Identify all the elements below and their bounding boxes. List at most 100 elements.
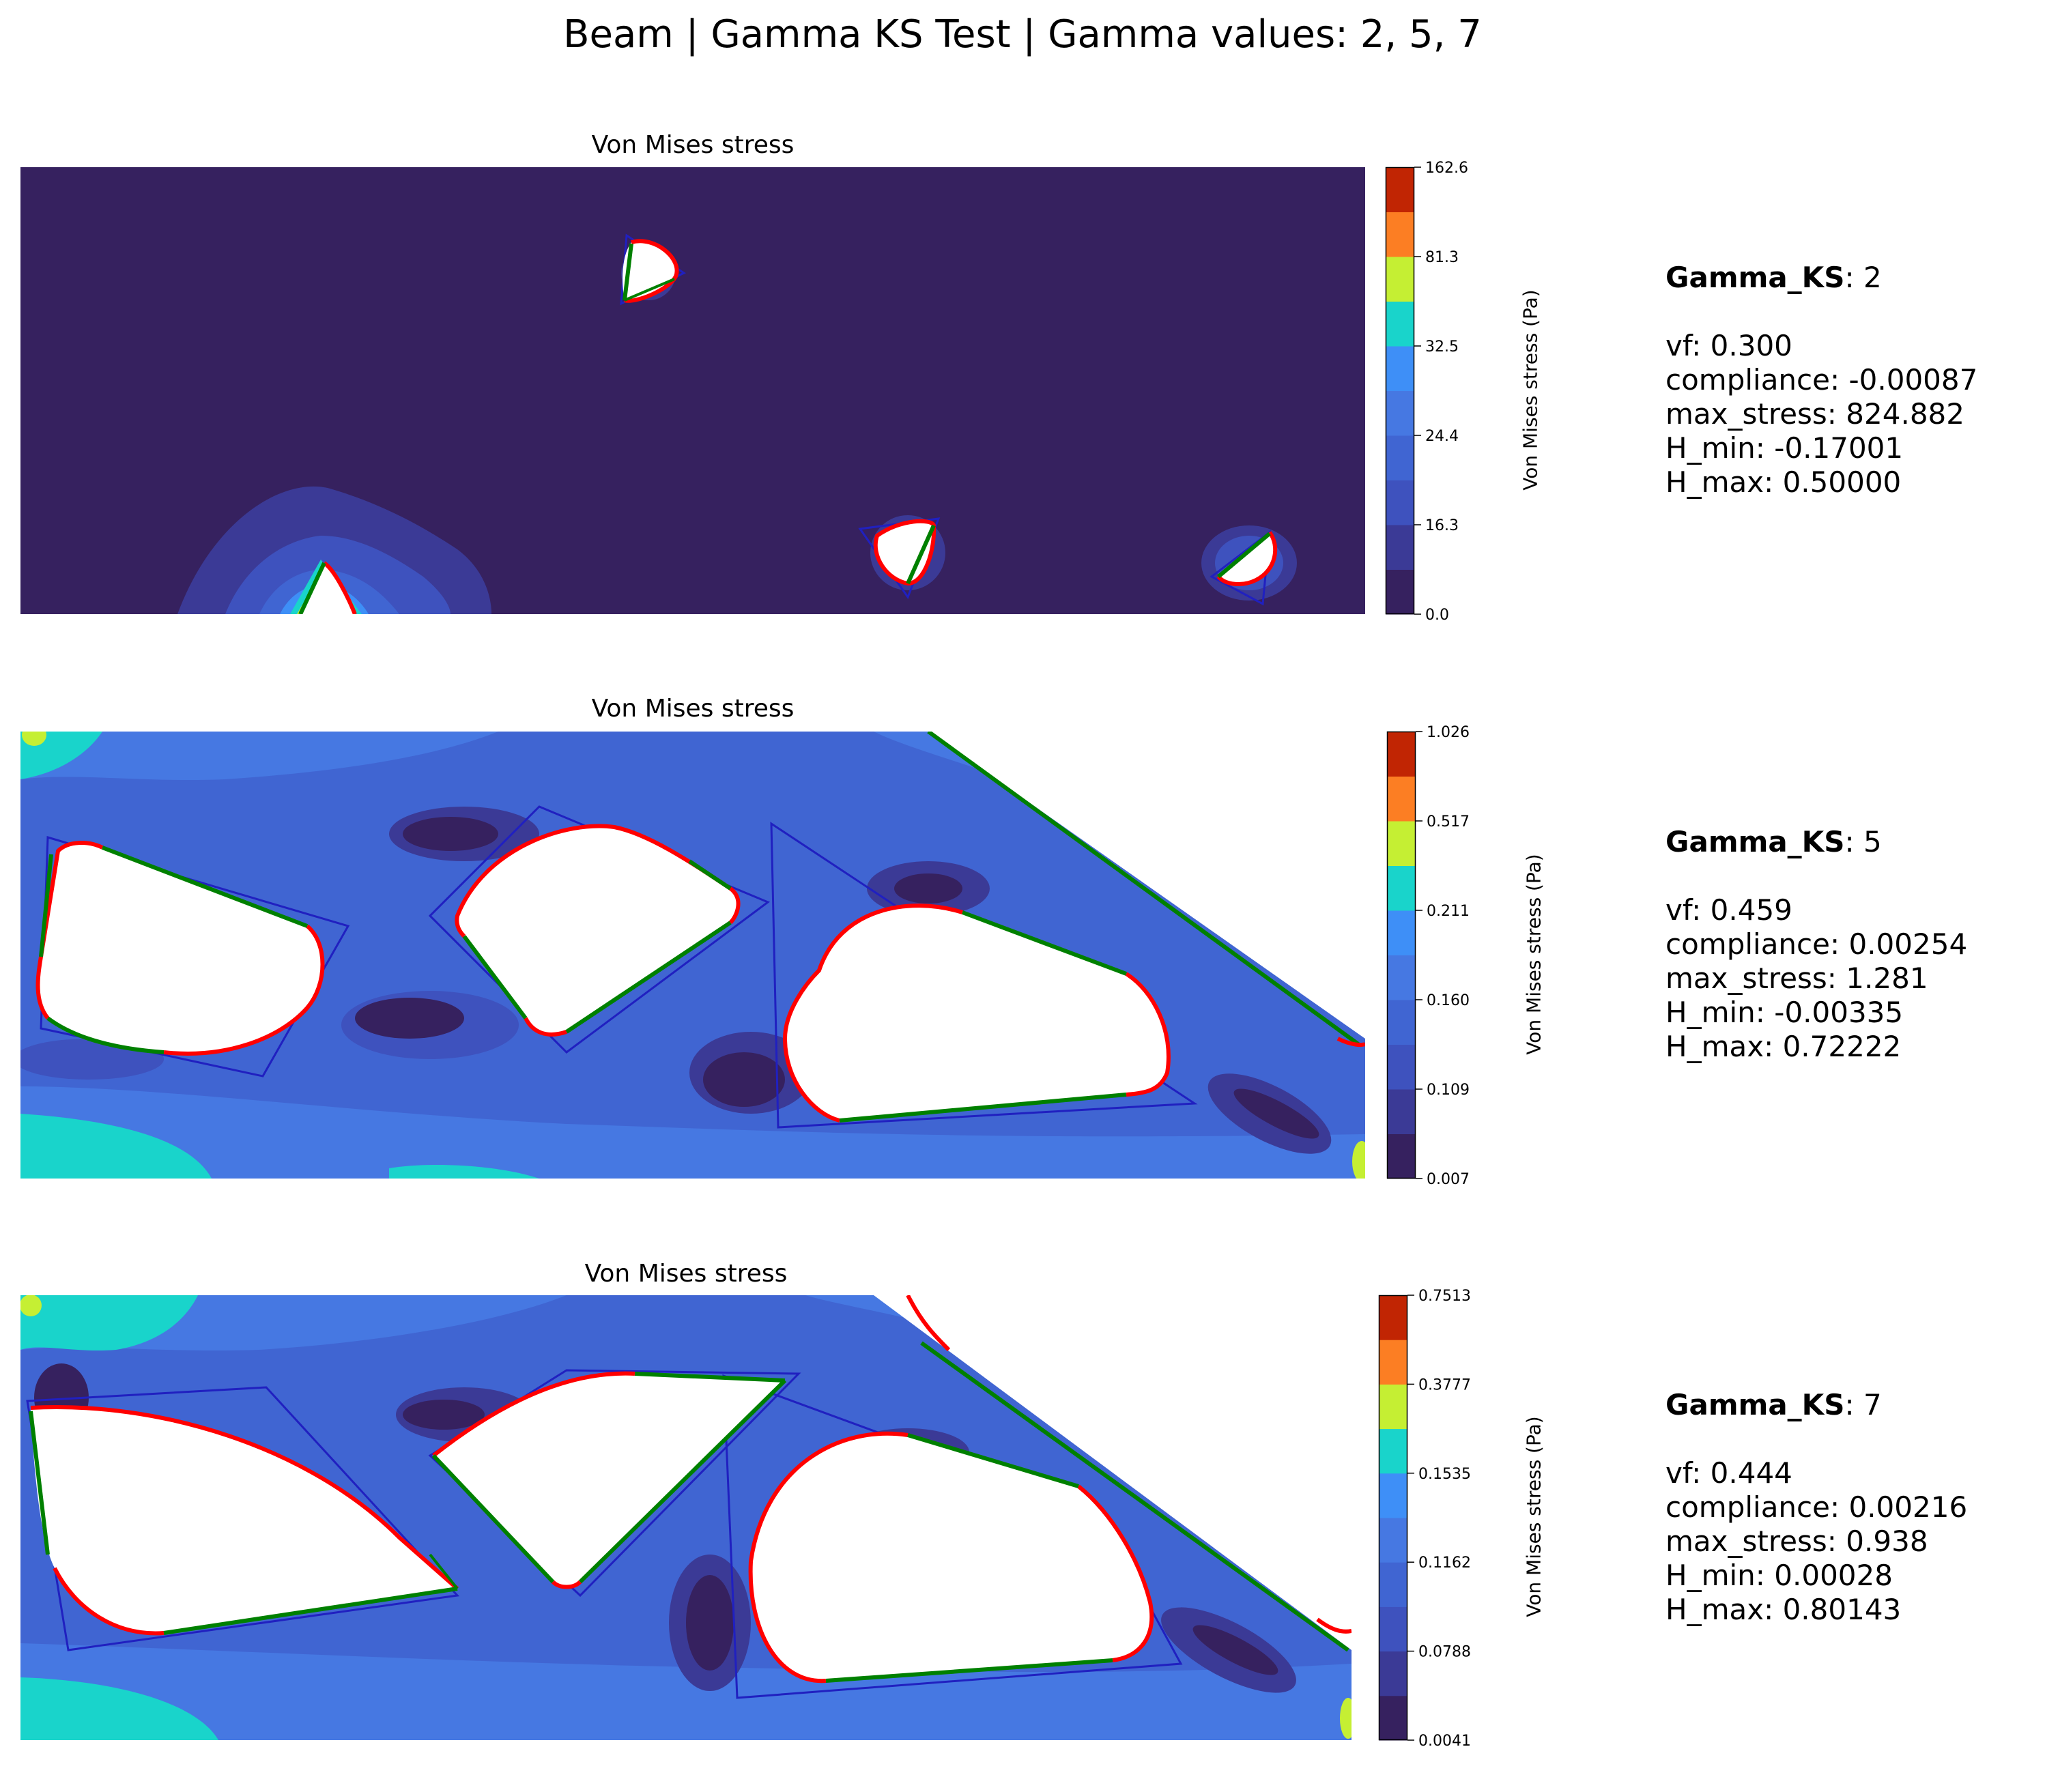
hole-outline	[1216, 531, 1278, 586]
straight-edge	[578, 1378, 787, 1584]
stress-contour	[894, 873, 962, 904]
colorbar-level	[1386, 390, 1414, 436]
stress-contour	[20, 1114, 212, 1179]
colorbar-level	[1386, 257, 1414, 302]
straight-edge	[39, 854, 53, 957]
colorbar-level	[1379, 1428, 1407, 1474]
colorbar-3: 0.0041 0.0788 0.1162 0.1535 0.3777 0.7513	[1378, 1288, 1471, 1750]
colorbar-1: 0.0 16.3 24.4 32.5 81.3 162.6	[1385, 160, 1468, 624]
stress-contour	[403, 1400, 485, 1430]
stress-contour	[1192, 1625, 1278, 1675]
colorbar-tick-label: 0.1162	[1418, 1555, 1471, 1572]
stress-contour	[20, 1295, 198, 1351]
gamma-line: Gamma_KS: 2	[1665, 261, 1977, 295]
void-region	[928, 732, 1365, 1039]
figure-title: Beam | Gamma KS Test | Gamma values: 2, …	[563, 12, 1482, 57]
colorbar-frame	[1385, 167, 1415, 615]
max-stress-text: max_stress: 0.938	[1665, 1524, 1928, 1558]
straight-edge	[839, 1093, 1127, 1123]
hole-outline	[524, 1017, 567, 1037]
stress-contour	[403, 817, 498, 851]
straight-edge	[1217, 532, 1271, 579]
colorbar-level	[1386, 525, 1414, 570]
hole-outline	[455, 824, 741, 938]
colorbar-level	[1386, 212, 1414, 257]
spacer	[1665, 295, 1977, 329]
colorbar-tick-label: 0.1535	[1418, 1466, 1471, 1483]
gamma-label: Gamma_KS	[1665, 825, 1845, 858]
colorbar-level	[1386, 167, 1414, 212]
straight-edge	[298, 562, 326, 614]
stress-contour	[1233, 1088, 1319, 1139]
void-hole	[1218, 532, 1276, 585]
compliance-text: compliance: 0.00254	[1665, 927, 1968, 961]
stress-contour	[1340, 1698, 1352, 1739]
hole-outline	[30, 1405, 459, 1591]
void-hole	[457, 826, 739, 1035]
colorbar-level	[1379, 1518, 1407, 1563]
hole-outline	[53, 1567, 165, 1636]
h-min-text: H_min: -0.17001	[1665, 431, 1904, 465]
colorbar-level	[1387, 1000, 1416, 1045]
vf-text: vf: 0.459	[1665, 893, 1792, 927]
gamma-label: Gamma_KS	[1665, 1388, 1845, 1421]
stress-contour	[686, 1575, 734, 1671]
hole-outline	[873, 519, 936, 586]
void-hole	[38, 843, 323, 1054]
straight-edge	[688, 859, 732, 891]
colorbar-level	[1379, 1562, 1407, 1607]
colorbar-level	[1387, 910, 1416, 955]
colorbar-tick-label: 32.5	[1425, 338, 1459, 356]
straight-edge	[920, 1341, 1349, 1652]
hole-outline	[35, 956, 50, 1020]
void-hole	[875, 521, 934, 583]
void-hole	[785, 906, 1169, 1121]
colorbar-level	[1379, 1295, 1407, 1340]
colorbar-tick-label: 0.007	[1427, 1171, 1470, 1188]
straight-edge	[623, 243, 633, 301]
straight-edge	[163, 1587, 458, 1635]
stress-contour	[389, 1165, 539, 1179]
hole-outline	[624, 239, 679, 303]
stress-contour	[1352, 1141, 1365, 1179]
gamma-value: : 7	[1844, 1388, 1882, 1421]
hole-outline	[906, 1295, 951, 1352]
stress-contour	[703, 1052, 785, 1107]
straight-edge	[565, 921, 732, 1034]
hole-outline	[1125, 972, 1171, 1097]
colorbar-tick-label: 0.517	[1427, 813, 1470, 830]
stress-field-gamma-2	[20, 167, 1365, 614]
gamma-line: Gamma_KS: 5	[1665, 825, 1967, 859]
straight-edge	[961, 910, 1128, 976]
compliance-text: compliance: -0.00087	[1665, 363, 1978, 396]
straight-edge	[907, 1433, 1079, 1488]
hole-outline	[323, 561, 357, 614]
colorbar-2-label: Von Mises stress (Pa)	[1522, 854, 1545, 1055]
straight-edge	[429, 1553, 459, 1590]
gamma-label: Gamma_KS	[1665, 261, 1845, 294]
straight-edge	[927, 732, 1360, 1046]
straight-edge	[431, 1454, 555, 1584]
colorbar-tick-label: 0.160	[1427, 992, 1470, 1009]
colorbar-tick-label: 0.7513	[1418, 1288, 1471, 1305]
colorbar-level	[1386, 301, 1414, 347]
straight-edge	[624, 278, 675, 302]
colorbar-level	[1386, 346, 1414, 391]
colorbar-frame	[1386, 731, 1416, 1179]
stress-contour	[20, 1643, 1352, 1740]
colorbar-level	[1386, 569, 1414, 615]
colorbar-tick-label: 0.0	[1425, 607, 1449, 624]
h-max-text: H_max: 0.72222	[1665, 1030, 1902, 1063]
colorbar-tick-label: 81.3	[1425, 249, 1459, 266]
stress-contour	[20, 732, 498, 781]
colorbar-level	[1387, 865, 1416, 911]
stress-field-gamma-7	[20, 1295, 1352, 1740]
gamma-value: : 5	[1844, 825, 1882, 858]
colorbar-tick-label: 24.4	[1425, 428, 1459, 445]
colorbar-1-label: Von Mises stress (Pa)	[1519, 289, 1542, 491]
colorbar-tick-label: 1.026	[1427, 724, 1470, 741]
info-block-2: Gamma_KS: 5 vf: 0.459 compliance: 0.0025…	[1665, 825, 1967, 1064]
colorbar-tick-label: 0.211	[1427, 903, 1470, 920]
straight-edge	[46, 1016, 165, 1054]
colorbar-level	[1387, 1133, 1416, 1179]
